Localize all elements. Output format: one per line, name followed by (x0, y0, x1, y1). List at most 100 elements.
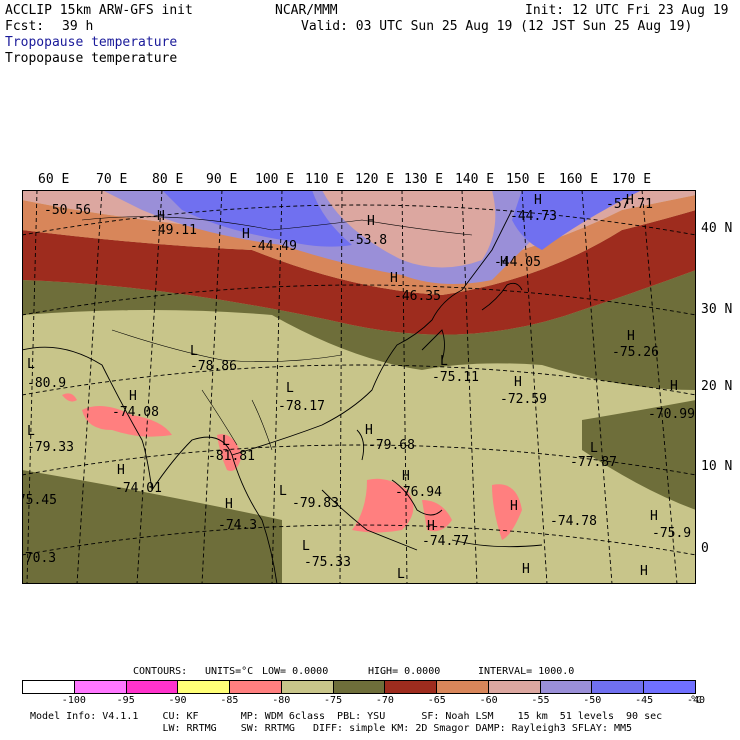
extremum-value: -76.94 (395, 485, 442, 500)
colorbar-tick-label: -65 (427, 695, 446, 706)
high-marker: H (365, 423, 373, 438)
extremum-value: -79.68 (368, 438, 415, 453)
field-title: Tropopause temperature (5, 51, 178, 66)
extremum-value: -46.35 (394, 289, 441, 304)
tropopause-temperature-map: H H H H H H H L L H L L H H H L L H L H H L H H H H L H H L -50.56 -49.… (22, 190, 696, 584)
colorbar-swatch (592, 681, 645, 693)
extremum-value: -70.3 (22, 551, 56, 566)
high-marker: H (157, 209, 165, 224)
high-marker: H (626, 193, 634, 208)
cold-patch (422, 500, 452, 532)
high-marker: H (534, 193, 542, 208)
colorbar-swatch (281, 681, 334, 693)
cold-patch (352, 478, 414, 533)
colorbar-tick-label: -45 (635, 695, 654, 706)
extremum-value: -50.56 (44, 203, 91, 218)
low-marker: L (27, 424, 35, 439)
colorbar-swatch (488, 681, 541, 693)
longitude-label: 90 E (206, 172, 238, 187)
extremum-value: -81.81 (208, 449, 255, 464)
extremum-value: -80.9 (27, 376, 66, 391)
extremum-value: -79.33 (27, 440, 74, 455)
longitude-label: 140 E (455, 172, 495, 187)
band-dark-olive-e (582, 400, 696, 510)
longitude-label: 130 E (404, 172, 444, 187)
colorbar-tick-label: -80 (272, 695, 291, 706)
extremum-value: -77.87 (570, 455, 617, 470)
colorbar-tick-label: -100 (61, 695, 86, 706)
contours-label: CONTOURS: (133, 666, 188, 677)
band-dark-red (22, 210, 696, 335)
extremum-value: -74.08 (112, 405, 159, 420)
latitude-label: 0 (701, 541, 709, 556)
longitude-label: 110 E (305, 172, 345, 187)
extremum-value: -70.99 (648, 407, 695, 422)
model-title: ACCLIP 15km ARW-GFS init (5, 3, 193, 18)
colorbar (22, 680, 696, 694)
fcst-label: Fcst: (5, 19, 45, 34)
colorbar-tick-label: -60 (479, 695, 498, 706)
high-marker: H (117, 463, 125, 478)
high-marker: H (367, 214, 375, 229)
low-marker: L (279, 484, 287, 499)
high-marker: H (514, 375, 522, 390)
colorbar-swatch (126, 681, 179, 693)
low-marker: L (222, 434, 230, 449)
high-marker: H (522, 562, 530, 577)
band-blue-1 (162, 190, 352, 247)
longitude-label: 60 E (38, 172, 70, 187)
center-label: NCAR/MMM (275, 3, 338, 18)
latitude-label: 10 N (701, 459, 733, 474)
latitude-label: 20 N (701, 379, 733, 394)
extremum-value: -75.9 (652, 526, 691, 541)
colorbar-swatch (333, 681, 386, 693)
high-marker: H (225, 497, 233, 512)
colorbar-swatch (540, 681, 593, 693)
low-marker: L (440, 354, 448, 369)
colorbar-tick-label: -50 (583, 695, 602, 706)
init-time: Init: 12 UTC Fri 23 Aug 19 (525, 3, 729, 18)
band-dark-olive-mid (22, 270, 696, 390)
extremum-value: -75.26 (612, 345, 659, 360)
extremum-value: -44.73 (510, 209, 557, 224)
band-blue-2 (512, 190, 642, 250)
high-marker: H (390, 271, 398, 286)
low-marker: L (27, 357, 35, 372)
low-marker: L (302, 539, 310, 554)
high-marker: H (627, 329, 635, 344)
low-marker: L (397, 567, 405, 582)
colorbar-swatch (23, 681, 75, 693)
low-marker: L (286, 381, 294, 396)
colorbar-swatch (230, 681, 282, 693)
colorbar-swatch (178, 681, 231, 693)
longitude-label: 150 E (506, 172, 546, 187)
high-marker: H (129, 389, 137, 404)
extremum-value: -44.05 (494, 255, 541, 270)
coastlines (22, 209, 543, 584)
contours-high: HIGH= 0.0000 (368, 666, 441, 677)
cold-patch (62, 393, 77, 402)
colorbar-tick-label: -70 (375, 695, 394, 706)
colorbar-tick-label: -95 (116, 695, 135, 706)
high-marker: H (427, 519, 435, 534)
longitude-label: 80 E (152, 172, 184, 187)
high-marker: H (242, 227, 250, 242)
extremum-value: -75.33 (304, 555, 351, 570)
colorbar-tick-label: -75 (324, 695, 343, 706)
extremum-value: -57.71 (606, 197, 653, 212)
high-marker: H (500, 255, 508, 270)
fcst-value: 39 h (62, 19, 94, 34)
longitude-label: 70 E (96, 172, 128, 187)
longitude-label: 160 E (559, 172, 599, 187)
high-marker: H (402, 469, 410, 484)
contours-interval: INTERVAL= 1000.0 (478, 666, 575, 677)
extremum-value: -78.17 (278, 399, 325, 414)
colorbar-swatch (644, 681, 695, 693)
borders (81, 216, 473, 451)
cold-patch (492, 484, 522, 540)
colorbar-swatch (437, 681, 489, 693)
valid-time: Valid: 03 UTC Sun 25 Aug 19 (12 JST Sun … (301, 19, 693, 34)
high-marker: H (510, 499, 518, 514)
extremum-value: -75.45 (22, 493, 57, 508)
contours-low: LOW= 0.0000 (262, 666, 329, 677)
